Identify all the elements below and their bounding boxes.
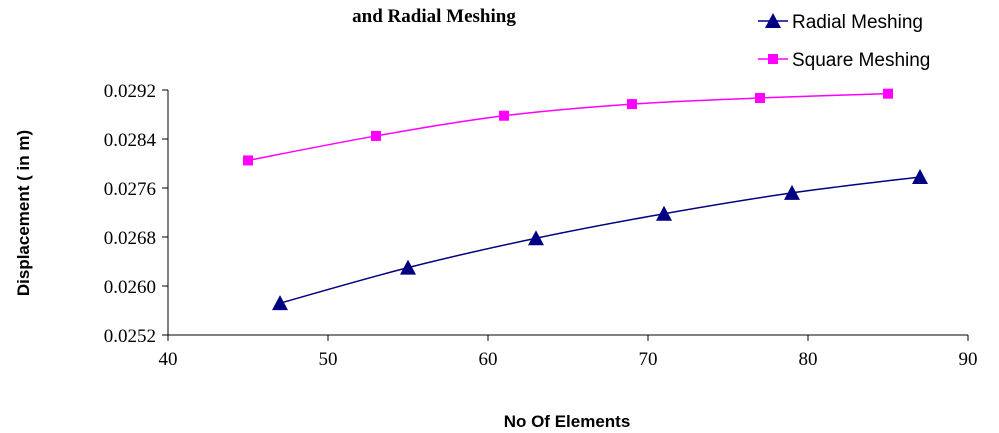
y-axis-ticks: 0.0252 0.0260 0.0268 0.0276 0.0284 0.0292 [104, 81, 168, 347]
legend-item: Radial Meshing [758, 12, 923, 33]
y-tick-label: 0.0292 [104, 81, 156, 102]
series-radial-meshing [272, 168, 928, 311]
series-layer [243, 88, 928, 311]
data-point [784, 184, 800, 200]
x-tick-label: 60 [479, 349, 498, 370]
y-axis-label: Displacement ( in m) [14, 130, 33, 296]
data-point [371, 130, 381, 141]
data-point [883, 88, 893, 99]
series-square-meshing [243, 88, 893, 166]
data-point [912, 168, 928, 184]
legend-label: Radial Meshing [792, 12, 923, 33]
y-tick-label: 0.0284 [104, 130, 157, 151]
x-tick-label: 40 [159, 349, 178, 370]
data-point [656, 205, 672, 221]
x-tick-label: 70 [639, 349, 658, 370]
legend: Radial Meshing Square Meshing [758, 12, 930, 71]
x-tick-label: 80 [799, 349, 818, 370]
y-tick-label: 0.0268 [104, 228, 156, 249]
data-point [627, 99, 637, 110]
series-line [279, 176, 921, 304]
data-point [400, 259, 416, 275]
legend-item: Square Meshing [758, 50, 930, 71]
series-line [247, 92, 889, 162]
x-axis-ticks: 40 50 60 70 80 90 [159, 335, 978, 370]
legend-label: Square Meshing [792, 50, 930, 71]
legend-marker [768, 54, 778, 64]
data-point [272, 295, 288, 311]
x-tick-label: 90 [959, 349, 978, 370]
y-tick-label: 0.0260 [104, 277, 156, 298]
chart-title: and Radial Meshing [352, 6, 516, 27]
data-point [528, 230, 544, 246]
y-tick-label: 0.0252 [104, 326, 156, 347]
data-point [243, 155, 253, 166]
x-tick-label: 50 [319, 349, 338, 370]
y-tick-label: 0.0276 [104, 179, 156, 200]
legend-marker [765, 13, 781, 28]
x-axis-label: No Of Elements [504, 412, 631, 431]
data-point [499, 110, 509, 121]
axes [167, 90, 968, 336]
data-point [755, 92, 765, 103]
